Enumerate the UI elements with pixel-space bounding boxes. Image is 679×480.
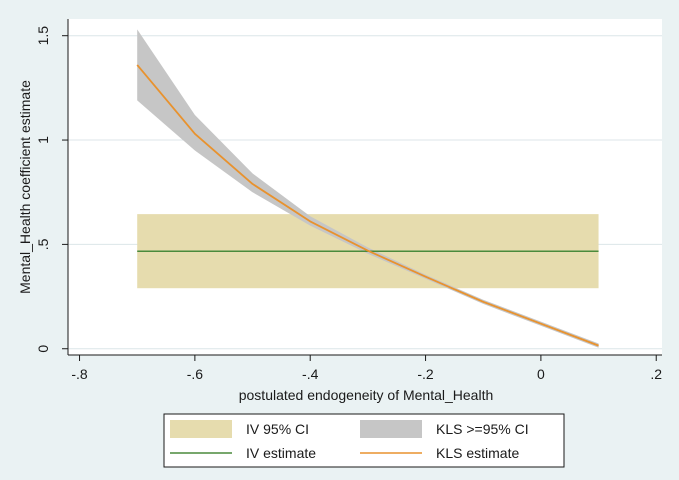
x-tick-label: -.4 xyxy=(302,366,319,382)
x-tick-label: -.6 xyxy=(187,366,204,382)
legend-label-kls-estimate: KLS estimate xyxy=(436,445,519,461)
x-ticks: -.8 -.6 -.4 -.2 0 .2 xyxy=(71,355,662,382)
kls-estimate-line xyxy=(136,64,599,347)
x-tick-label: -.2 xyxy=(417,366,434,382)
y-tick-label: .5 xyxy=(35,238,51,250)
y-axis-title: Mental_Health coefficient estimate xyxy=(17,80,33,294)
y-ticks: 0 .5 1 1.5 xyxy=(35,26,68,353)
y-tick-label: 1 xyxy=(35,136,51,144)
legend-swatch-kls-ci xyxy=(360,420,422,438)
x-tick-label: 0 xyxy=(537,366,545,382)
y-tick-label: 0 xyxy=(35,345,51,353)
x-tick-label: .2 xyxy=(650,366,662,382)
legend: IV 95% CI KLS >=95% CI IV estimate KLS e… xyxy=(163,413,565,468)
line-layer xyxy=(136,64,599,347)
x-tick-label: -.8 xyxy=(71,366,88,382)
legend-label-iv-ci: IV 95% CI xyxy=(246,421,309,437)
x-axis-title: postulated endogeneity of Mental_Health xyxy=(239,387,494,403)
legend-swatch-iv-ci xyxy=(170,420,232,438)
legend-label-iv-estimate: IV estimate xyxy=(246,445,316,461)
y-tick-label: 1.5 xyxy=(35,26,51,46)
legend-label-kls-ci: KLS >=95% CI xyxy=(436,421,529,437)
